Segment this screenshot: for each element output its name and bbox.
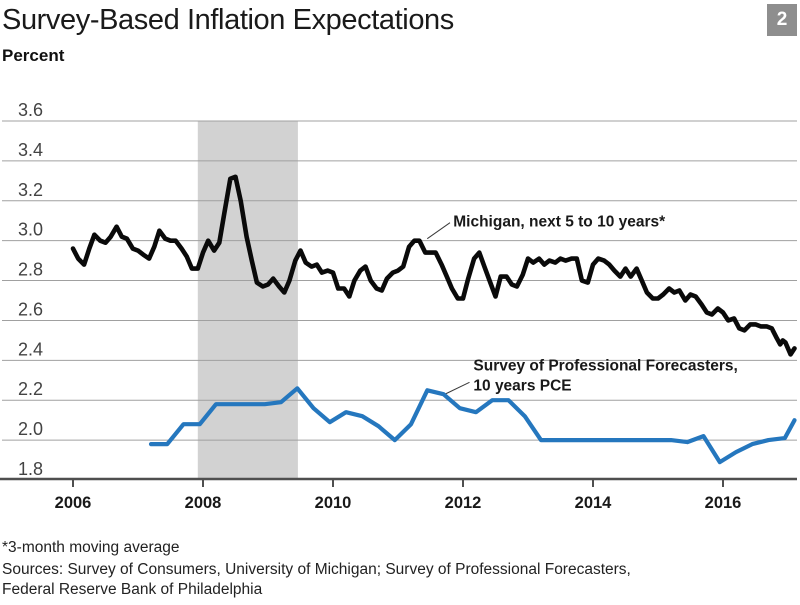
figure-number-badge: 2: [767, 4, 797, 36]
x-tick-label: 2012: [445, 494, 482, 512]
recession-band: [197, 121, 298, 479]
chart-footnote: *3-month moving average: [2, 539, 180, 556]
y-tick-label: 3.6: [18, 100, 43, 120]
y-tick-label: 2.6: [18, 299, 43, 319]
y-tick-label: 1.8: [18, 459, 43, 479]
michigan-series-line: [70, 174, 797, 357]
x-tick-label: 2010: [315, 494, 352, 512]
michigan-label: Michigan, next 5 to 10 years*: [453, 214, 666, 231]
y-tick-label: 2.0: [18, 419, 43, 439]
y-tick-label: 2.8: [18, 260, 43, 280]
sources-line-2: Federal Reserve Bank of Philadelphia: [2, 581, 263, 598]
page-title: Survey-Based Inflation Expectations: [2, 4, 454, 36]
y-axis-unit-label: Percent: [2, 46, 65, 65]
x-tick-label: 2006: [55, 494, 92, 512]
y-tick-label: 3.0: [18, 220, 43, 240]
x-tick-label: 2008: [185, 494, 222, 512]
spf-label-callout-line: [444, 381, 470, 395]
x-tick-label: 2016: [705, 494, 742, 512]
chart-sources: Sources: Survey of Consumers, University…: [2, 560, 631, 600]
michigan-label-callout-line: [426, 222, 451, 240]
spf-series-line: [148, 386, 797, 465]
x-tick-label: 2014: [575, 494, 613, 512]
y-tick-label: 2.2: [18, 379, 43, 399]
y-tick-label: 3.2: [18, 180, 43, 200]
y-tick-label: 2.4: [18, 339, 43, 359]
sources-line-1: Sources: Survey of Consumers, University…: [2, 561, 631, 578]
y-tick-label: 3.4: [18, 140, 43, 160]
spf-label: Survey of Professional Forecasters,: [473, 357, 737, 374]
spf-label: 10 years PCE: [473, 377, 571, 394]
